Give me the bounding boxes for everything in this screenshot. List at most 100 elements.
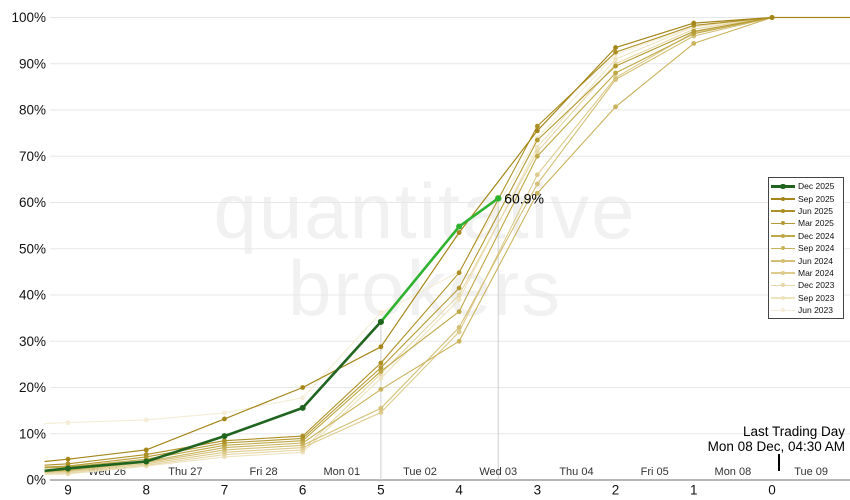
data-point — [456, 285, 462, 291]
legend-marker — [771, 207, 795, 215]
series-line — [44, 16, 850, 473]
data-point — [613, 77, 618, 82]
data-point — [534, 149, 540, 155]
legend-label: Dec 2024 — [798, 230, 835, 241]
data-point — [65, 465, 72, 472]
data-point — [613, 63, 618, 69]
y-tick-label: 70% — [19, 149, 46, 164]
legend-marker — [771, 232, 795, 240]
legend-label: Sep 2024 — [798, 243, 835, 254]
series-line — [44, 16, 850, 468]
data-point — [613, 45, 618, 50]
legend-item-dec-2023[interactable]: Dec 2023 — [771, 279, 841, 291]
legend-item-sep-2025[interactable]: Sep 2025 — [771, 192, 841, 204]
data-point — [456, 223, 463, 230]
x-tick-label: 5 — [377, 483, 385, 498]
last-trading-day-time: Mon 08 Dec, 04:30 AM — [707, 438, 845, 454]
y-tick-label: 10% — [19, 426, 46, 441]
data-point — [456, 329, 462, 335]
data-point — [222, 416, 227, 422]
data-point — [456, 292, 462, 298]
data-point — [456, 338, 462, 344]
x-day-label: Tue 02 — [403, 466, 437, 478]
legend-item-sep-2023[interactable]: Sep 2023 — [771, 292, 841, 304]
series-line — [44, 16, 850, 466]
legend-item-sep-2024[interactable]: Sep 2024 — [771, 242, 841, 254]
x-day-label: Tue 09 — [794, 466, 828, 478]
data-point — [691, 41, 697, 46]
data-point — [456, 270, 462, 276]
x-day-label: Wed 03 — [479, 466, 517, 478]
legend-item-mar-2025[interactable]: Mar 2025 — [771, 217, 841, 229]
legend-marker — [771, 244, 795, 252]
y-tick-label: 20% — [19, 380, 46, 395]
data-point — [143, 417, 149, 423]
last-trading-day-axis-marker — [778, 454, 780, 471]
data-point — [378, 344, 384, 350]
data-point — [456, 230, 462, 235]
gridlines — [50, 17, 850, 481]
data-point — [534, 181, 540, 187]
series-line — [44, 16, 850, 472]
data-point — [613, 56, 618, 62]
x-day-label: Fri 28 — [250, 466, 278, 478]
data-point — [300, 395, 306, 401]
legend-label: Sep 2025 — [798, 193, 835, 204]
data-point — [613, 49, 618, 55]
legend-label: Dec 2023 — [798, 280, 835, 291]
y-axis-labels: 0% 10% 20% 30% 40% 50% 60% 70% 80% 90% 100% — [11, 10, 46, 488]
data-point — [378, 405, 384, 411]
legend-marker — [771, 219, 795, 227]
series-line — [44, 16, 850, 425]
data-point — [378, 410, 384, 415]
data-point — [534, 172, 540, 178]
legend-label: Sep 2023 — [798, 292, 835, 303]
legend-marker — [771, 294, 795, 302]
y-tick-label: 80% — [19, 103, 46, 118]
y-tick-label: 30% — [19, 334, 46, 349]
series-line — [44, 16, 850, 475]
series-line — [44, 16, 850, 469]
legend-item-dec-2025[interactable]: Dec 2025 — [771, 180, 841, 192]
y-tick-label: 50% — [19, 241, 46, 256]
legend-item-jun-2023[interactable]: Jun 2023 — [771, 304, 841, 316]
series-lines — [44, 15, 850, 477]
data-point — [534, 123, 540, 129]
data-point — [534, 128, 540, 134]
legend-marker — [771, 269, 795, 277]
series-sep-2024 — [44, 15, 850, 473]
data-point — [143, 452, 149, 457]
y-tick-label: 90% — [19, 56, 46, 71]
series-dec-2025 — [44, 318, 384, 473]
legend-item-mar-2024[interactable]: Mar 2024 — [771, 267, 841, 279]
x-tick-label: 6 — [299, 483, 307, 498]
x-tick-label: 0 — [768, 483, 776, 498]
legend-item-dec-2024[interactable]: Dec 2024 — [771, 230, 841, 242]
series-line — [44, 16, 850, 463]
current-value-label: 60.9% — [504, 190, 544, 206]
series-jun-2024 — [44, 15, 850, 474]
data-point — [222, 410, 227, 416]
last-trading-day-label: Last Trading Day — [742, 424, 845, 439]
data-point — [65, 461, 71, 467]
legend-item-jun-2024[interactable]: Jun 2024 — [771, 254, 841, 266]
data-point — [378, 368, 384, 374]
x-day-label: Thu 04 — [559, 466, 593, 478]
legend-item-jun-2025[interactable]: Jun 2025 — [771, 205, 841, 217]
y-tick-label: 0% — [26, 473, 46, 488]
y-tick-label: 60% — [19, 195, 46, 210]
data-point — [221, 433, 228, 440]
series-line — [44, 320, 382, 473]
data-point — [299, 404, 306, 411]
data-point — [378, 360, 384, 366]
x-day-label: Fri 05 — [641, 466, 669, 478]
legend-marker — [771, 195, 795, 203]
data-point — [691, 28, 697, 34]
data-point — [65, 420, 71, 426]
legend-marker — [771, 281, 795, 289]
x-day-label: Mon 01 — [323, 466, 360, 478]
legend-label: Mar 2025 — [798, 218, 834, 229]
data-point — [378, 365, 384, 371]
data-point — [378, 375, 384, 381]
